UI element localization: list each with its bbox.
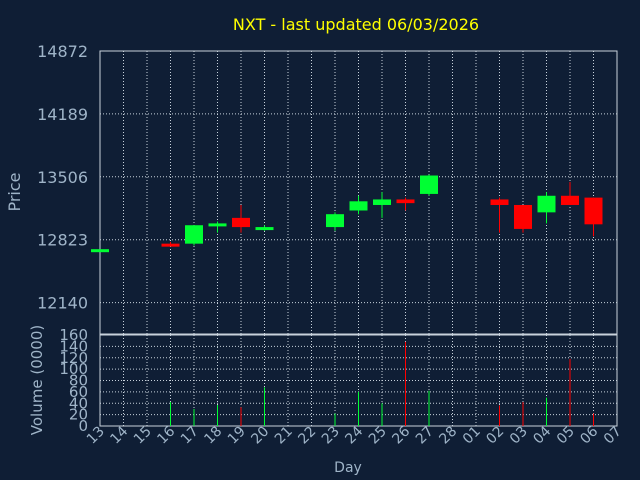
- x-tick-label: 15: [131, 424, 155, 448]
- x-tick-label: 23: [319, 424, 343, 448]
- candle-body: [420, 175, 438, 194]
- candle-body: [373, 199, 391, 205]
- candle-body: [514, 204, 532, 229]
- x-axis-label: Day: [334, 460, 362, 476]
- x-axis: 13 14 15 16 17 18 19 20 21 22 23 24 25 26 27 28 01 02 03 04…: [84, 423, 625, 447]
- price-panel: 12140 12823 13506 14189 14872: [37, 42, 618, 335]
- candle-body: [161, 243, 180, 247]
- candle-body: [537, 195, 556, 213]
- x-tick-label: 02: [483, 424, 507, 448]
- x-tick-label: 18: [201, 424, 225, 448]
- volume-tick-label: 80: [69, 372, 88, 390]
- candle-body: [396, 199, 415, 204]
- volume-tick-label: 120: [59, 349, 88, 367]
- candle-body: [208, 223, 227, 227]
- candle-body: [349, 201, 368, 211]
- x-tick-label: 05: [554, 424, 578, 448]
- candle-body: [255, 227, 274, 231]
- volume-tick-label: 20: [69, 406, 88, 424]
- x-tick-label: 14: [107, 423, 131, 447]
- x-tick-label: 27: [413, 424, 437, 448]
- candle-body: [232, 217, 250, 228]
- candle-body: [490, 199, 509, 205]
- candle-body: [91, 249, 109, 253]
- volume-tick-label: 60: [69, 383, 88, 401]
- x-tick-label: 06: [577, 423, 601, 447]
- x-tick-label: 26: [389, 423, 413, 447]
- x-tick-label: 22: [295, 424, 319, 448]
- volume-tick-label: 100: [59, 360, 88, 378]
- x-tick-label: 21: [272, 424, 296, 448]
- x-tick-label: 25: [366, 424, 390, 448]
- candle-body: [561, 195, 579, 205]
- x-tick-label: 16: [154, 423, 178, 447]
- x-tick-label: 20: [248, 424, 272, 448]
- price-axis-label: Price: [5, 172, 24, 211]
- chart-title: NXT - last updated 06/03/2026: [233, 15, 479, 34]
- x-tick-label: 19: [225, 424, 249, 448]
- x-tick-label: 07: [601, 424, 625, 448]
- x-tick-label: 17: [178, 424, 202, 448]
- candle-body: [584, 197, 603, 225]
- x-tick-label: 28: [436, 424, 460, 448]
- volume-axis-label: Volume (0000): [28, 325, 46, 435]
- x-tick-label: 01: [460, 424, 484, 448]
- volume-tick-label: 160: [59, 326, 88, 344]
- volume-tick-label: 140: [59, 337, 88, 355]
- price-tick-label: 12140: [37, 294, 88, 313]
- volume-tick-label: 40: [69, 394, 88, 412]
- candle-body: [326, 214, 344, 228]
- price-tick-label: 12823: [37, 231, 88, 250]
- x-tick-label: 04: [530, 423, 554, 447]
- price-tick-label: 14189: [37, 105, 88, 124]
- x-tick-label: 24: [342, 423, 366, 447]
- price-tick-label: 13506: [37, 168, 88, 187]
- candle-body: [185, 225, 203, 244]
- x-tick-label: 03: [507, 424, 531, 448]
- price-tick-label: 14872: [37, 42, 88, 61]
- volume-tick-label: 0: [78, 417, 88, 435]
